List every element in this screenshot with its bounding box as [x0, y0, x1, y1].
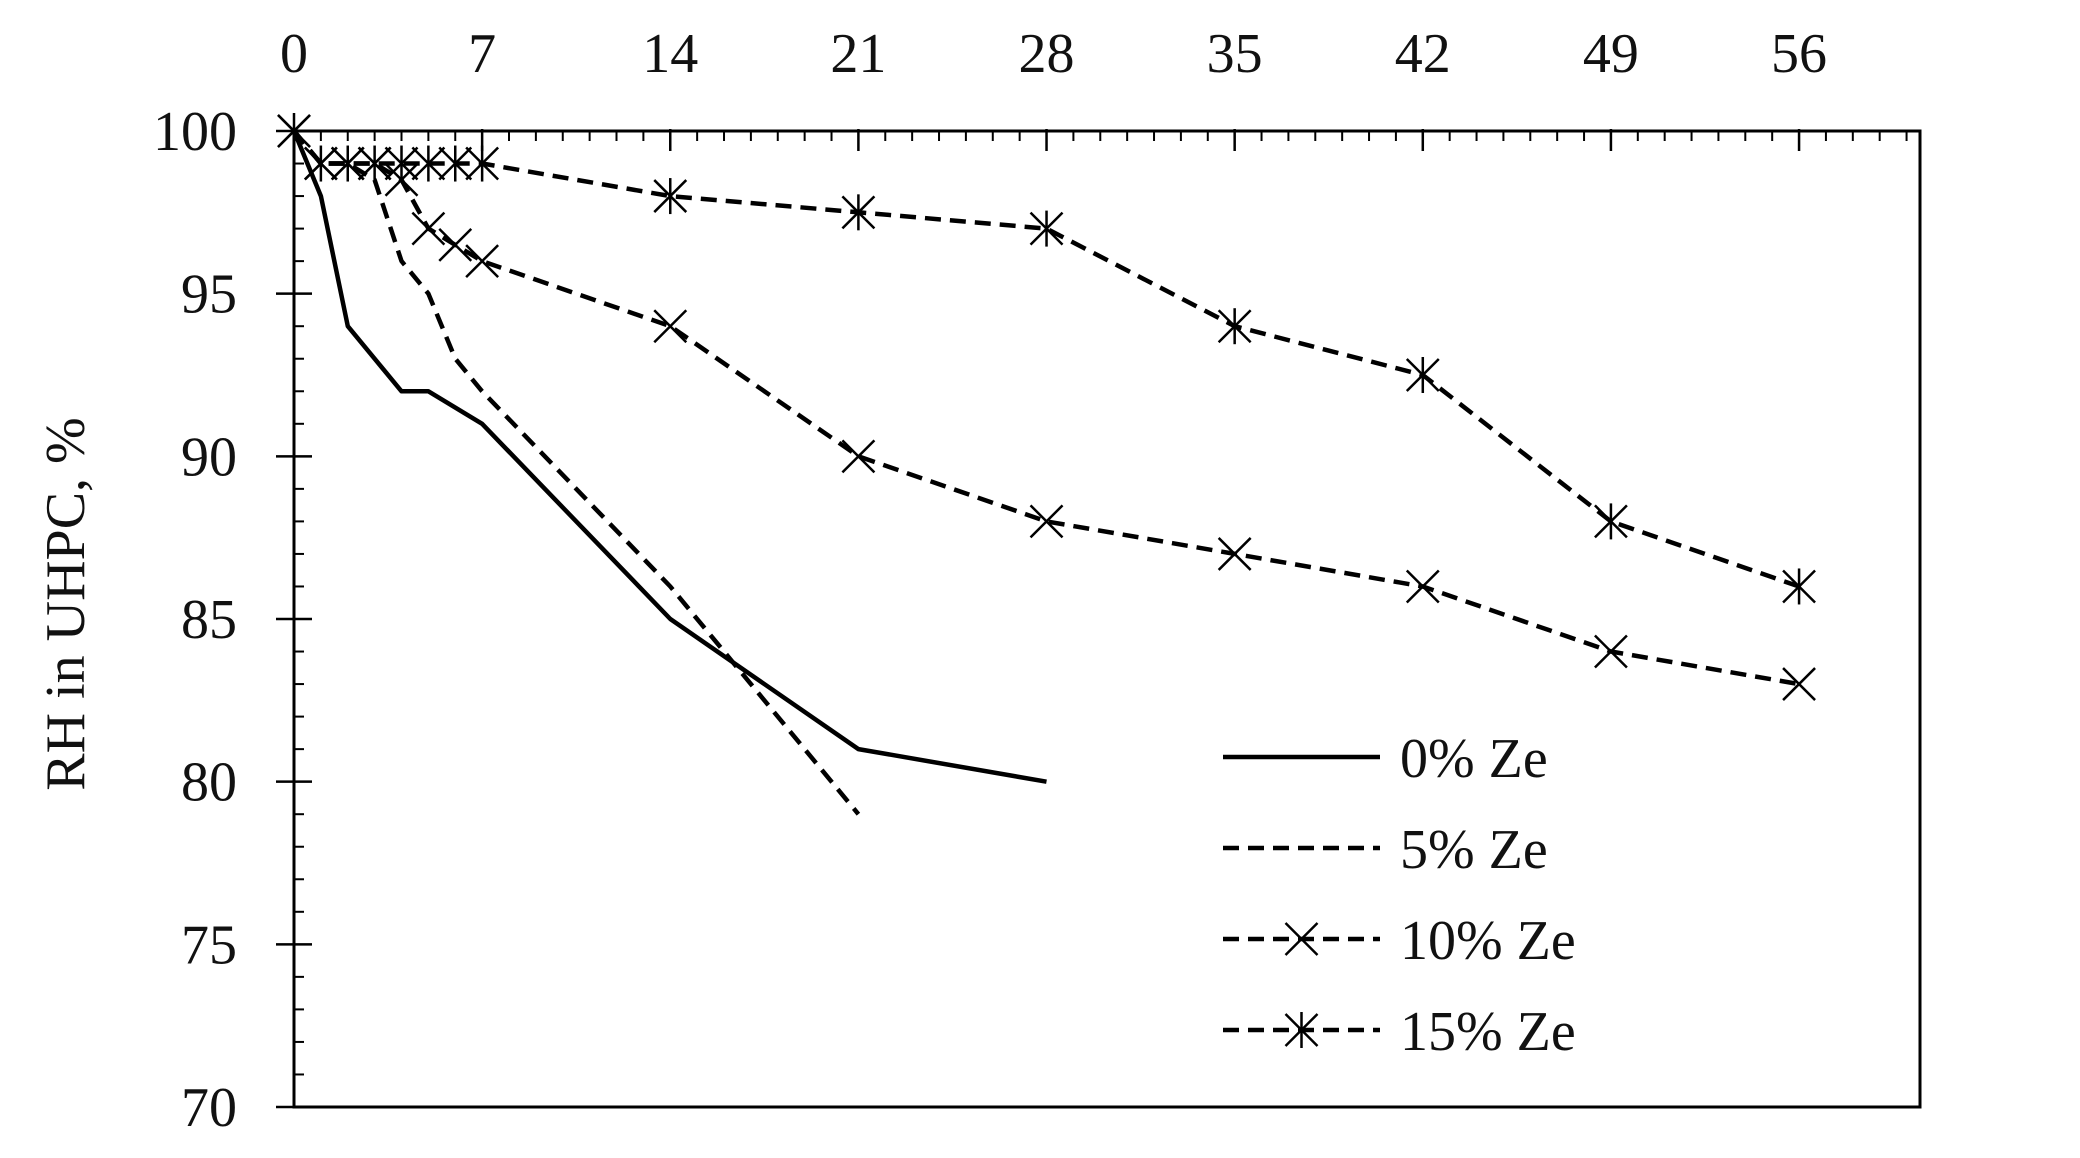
data-point-marker: [438, 227, 473, 262]
marker-stroke: [438, 227, 473, 262]
y-axis-title: RH in UHPC, %: [35, 417, 97, 790]
data-point-marker: [465, 244, 500, 279]
legend-item: 10% Ze: [1223, 910, 1576, 972]
legend-item: 5% Ze: [1223, 819, 1548, 881]
data-point-marker: [330, 145, 365, 182]
marker-stroke: [465, 244, 500, 279]
data-point-marker: [653, 178, 688, 215]
marker-stroke: [411, 211, 446, 246]
x-tick-label: 0: [280, 23, 308, 85]
data-point-marker: [653, 309, 688, 344]
legend-label: 0% Ze: [1400, 728, 1548, 790]
series-line: [291, 130, 1047, 784]
y-tick-label: 70: [181, 1077, 237, 1139]
y-tick-label: 95: [181, 264, 237, 326]
data-point-marker: [357, 145, 392, 182]
y-tick-label: 80: [181, 752, 237, 814]
x-tick-label: 7: [468, 23, 496, 85]
marker-stroke: [1405, 569, 1440, 604]
x-tick-label: 42: [1395, 23, 1451, 85]
data-point-marker: [1029, 504, 1064, 539]
marker-stroke: [1029, 504, 1064, 539]
data-point-marker: [411, 211, 446, 246]
data-point-marker: [1405, 569, 1440, 604]
marker-stroke: [841, 439, 876, 474]
data-point-marker: [465, 145, 500, 182]
legend: 0% Ze 5% Ze 10% Ze 15% Ze: [1223, 728, 1576, 1063]
marker-stroke: [1782, 667, 1816, 701]
data-point-marker: [1594, 634, 1628, 669]
data-point-marker: [1284, 1012, 1319, 1048]
data-point-marker: [277, 113, 311, 149]
data-point-marker: [841, 194, 876, 231]
data-point-marker: [411, 145, 446, 182]
legend-label: 15% Ze: [1400, 1001, 1576, 1063]
legend-item: 0% Ze: [1223, 728, 1548, 790]
y-tick-label: 100: [153, 101, 237, 163]
data-point-marker: [1405, 357, 1440, 393]
marker-stroke: [653, 309, 688, 344]
y-tick-label: 90: [181, 426, 237, 488]
data-point-marker: [1594, 503, 1628, 540]
y-axis-ticks: 70 75 80 85 90 95 100: [153, 101, 312, 1139]
y-tick-label: 75: [181, 914, 237, 976]
x-tick-label: 49: [1583, 23, 1639, 85]
marker-stroke: [1284, 922, 1319, 956]
x-tick-label: 21: [830, 23, 886, 85]
y-tick-label: 85: [181, 589, 237, 651]
minor-ticks: [294, 131, 1908, 1076]
series-15-ze: [277, 113, 1816, 605]
x-tick-label: 56: [1771, 23, 1827, 85]
data-point-marker: [1284, 922, 1319, 956]
series-0-ze: [291, 130, 1047, 784]
data-point-marker: [1217, 308, 1252, 345]
data-point-marker: [438, 145, 473, 182]
x-axis-ticks: 0 7 14 21 28 35 42 49 56: [280, 23, 1827, 151]
x-tick-label: 28: [1019, 23, 1075, 85]
legend-label: 5% Ze: [1400, 819, 1548, 881]
data-point-marker: [1029, 210, 1064, 247]
data-point-marker: [1782, 568, 1816, 605]
x-tick-label: 35: [1207, 23, 1263, 85]
data-point-marker: [384, 145, 419, 182]
series-layer: [277, 113, 1816, 816]
data-point-marker: [1217, 537, 1252, 571]
marker-stroke: [1594, 634, 1628, 669]
marker-stroke: [1217, 537, 1252, 571]
x-tick-label: 14: [642, 23, 698, 85]
legend-item: 15% Ze: [1223, 1001, 1576, 1063]
legend-label: 10% Ze: [1400, 910, 1576, 972]
data-point-marker: [1782, 667, 1816, 701]
data-point-marker: [303, 145, 338, 182]
data-point-marker: [841, 439, 876, 474]
